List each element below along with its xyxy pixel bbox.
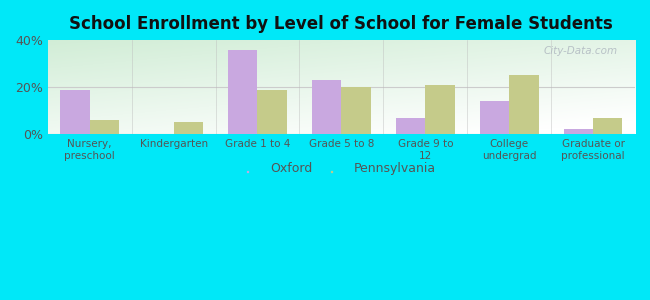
- Bar: [425, 85, 454, 134]
- Bar: [341, 87, 370, 134]
- Bar: [564, 130, 593, 134]
- Title: School Enrollment by Level of School for Female Students: School Enrollment by Level of School for…: [70, 15, 613, 33]
- Bar: [509, 75, 538, 134]
- Bar: [480, 101, 509, 134]
- Bar: [60, 89, 90, 134]
- Text: City-Data.com: City-Data.com: [543, 46, 618, 56]
- Bar: [174, 122, 203, 134]
- Legend: Oxford, Pennsylvania: Oxford, Pennsylvania: [242, 157, 441, 180]
- Bar: [257, 89, 287, 134]
- Bar: [90, 120, 119, 134]
- Bar: [312, 80, 341, 134]
- Bar: [396, 118, 425, 134]
- Bar: [593, 118, 623, 134]
- Bar: [228, 50, 257, 134]
